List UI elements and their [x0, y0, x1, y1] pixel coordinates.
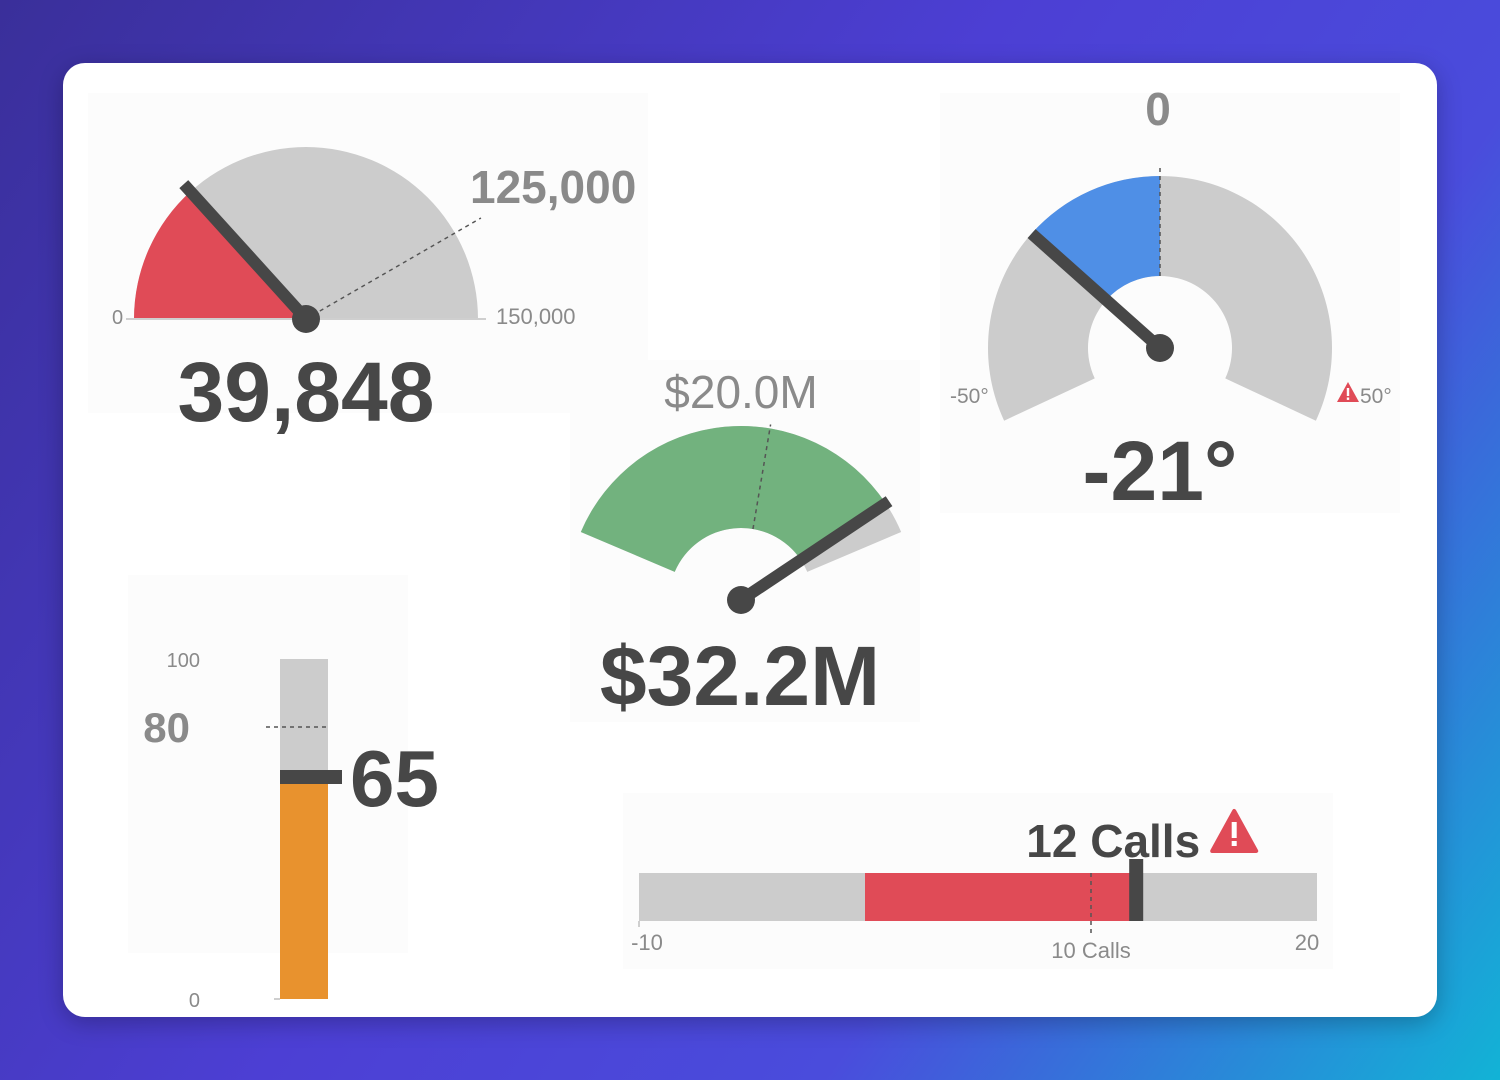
gauge-revenue-hub: [727, 586, 755, 614]
bullet-vertical-fill: [280, 778, 328, 999]
bullet-horizontal-target-label: 10 Calls: [1051, 938, 1130, 963]
gauge-revenue-fill: [580, 426, 886, 572]
bullet-horizontal-svg: 12 Calls -10 10 Calls 20: [631, 809, 1319, 963]
gauge-count-value: 39,848: [178, 345, 435, 439]
bullet-horizontal-fill: [865, 873, 1137, 921]
bullet-horizontal-value-marker: [1129, 859, 1144, 921]
bullet-vertical-target-label: 80: [143, 704, 190, 751]
gauge-revenue-target-label: $20.0M: [664, 366, 817, 418]
bullet-horizontal-min-label: -10: [631, 930, 663, 955]
gauge-panel-revenue: $20.0M $32.2M: [570, 360, 920, 723]
bullet-panel-vertical: 100 0 80 65: [128, 575, 439, 1012]
gauge-revenue-needle: [737, 496, 893, 605]
gauge-temperature-min-label: -50°: [950, 385, 989, 408]
gauge-panel-count: 125,000 0 150,000 39,848: [88, 93, 648, 439]
gauge-count-fill: [134, 191, 306, 319]
bullet-vertical-value: 65: [350, 734, 439, 823]
gauge-count-hub: [292, 305, 320, 333]
gauge-count-max-label: 150,000: [496, 304, 576, 329]
gauge-panel-temperature: 0 -50° 50° -21°: [940, 83, 1400, 518]
bullet-horizontal-value: 12 Calls: [1026, 815, 1200, 867]
gauge-count-svg: 125,000 0 150,000 39,848: [112, 147, 636, 439]
gauge-temperature-value: -21°: [1083, 424, 1238, 518]
bullet-vertical-max-label: 100: [167, 650, 200, 672]
gauge-temperature-hub: [1146, 334, 1174, 362]
warning-icon: [1210, 809, 1259, 853]
gauge-count-target-line: [305, 217, 482, 320]
gauge-revenue-value: $32.2M: [600, 629, 880, 723]
gauge-revenue-target-line: [752, 424, 772, 530]
bullet-horizontal-max-label: 20: [1295, 930, 1319, 955]
bullet-vertical-min-label: 0: [189, 990, 200, 1012]
gauge-temperature-needle: [1027, 229, 1164, 353]
warning-icon: [1337, 382, 1359, 402]
dashboard-card: 125,000 0 150,000 39,848 0 -50° 50° -21°: [63, 63, 1437, 1017]
bullet-vertical-value-marker: [280, 770, 342, 784]
gauge-count-needle: [179, 180, 311, 324]
gauge-revenue-svg: $20.0M $32.2M: [580, 366, 902, 723]
gauge-count-target-label: 125,000: [470, 161, 636, 213]
gauge-temperature-target-label: 0: [1145, 83, 1171, 135]
bullet-panel-horizontal: 12 Calls -10 10 Calls 20: [623, 793, 1333, 969]
gauge-count-min-label: 0: [112, 307, 123, 329]
gauge-temperature-fill: [1031, 176, 1160, 301]
bullet-vertical-svg: 100 0 80 65: [143, 650, 439, 1012]
gauge-temperature-max-label: 50°: [1360, 385, 1392, 408]
gauge-temperature-svg: 0 -50° 50° -21°: [950, 83, 1392, 518]
